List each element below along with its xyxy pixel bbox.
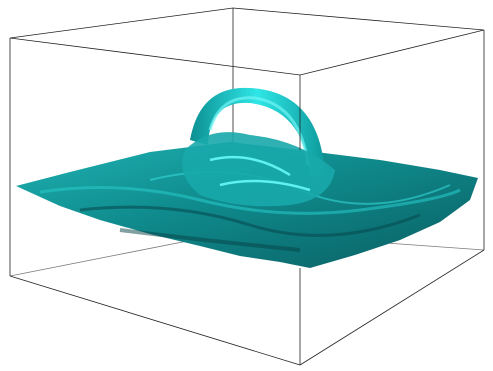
bounding-box-front	[9, 7, 485, 366]
isosurface	[16, 87, 478, 268]
